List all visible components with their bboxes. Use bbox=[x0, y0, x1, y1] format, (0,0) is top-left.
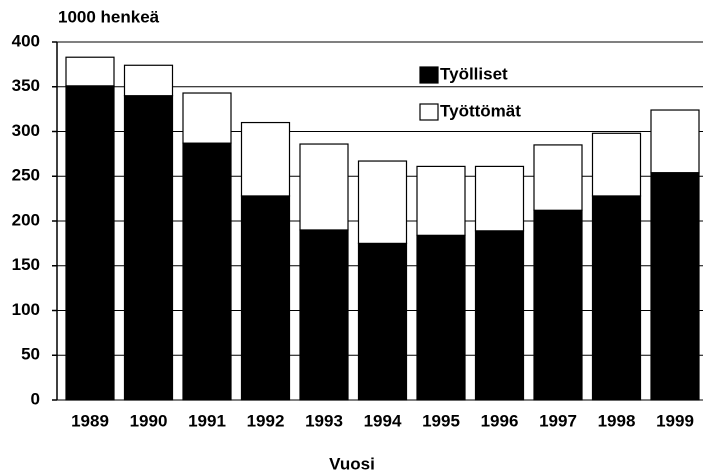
bar-segment bbox=[591, 195, 642, 401]
y-tick-label: 50 bbox=[21, 345, 40, 364]
x-tick-label: 1990 bbox=[130, 411, 168, 430]
x-tick-label: 1989 bbox=[71, 411, 109, 430]
bar-segment bbox=[299, 143, 349, 231]
x-tick-label: 1998 bbox=[598, 411, 636, 430]
y-tick-label: 100 bbox=[12, 300, 40, 319]
y-tick-label: 300 bbox=[12, 121, 40, 140]
bar-segment bbox=[474, 230, 525, 401]
bar-segment bbox=[182, 92, 232, 144]
x-tick-label: 1993 bbox=[305, 411, 343, 430]
bar-segment bbox=[65, 56, 115, 87]
bar-segment bbox=[474, 165, 525, 232]
x-tick-label: 1992 bbox=[247, 411, 285, 430]
y-tick-label: 250 bbox=[12, 166, 40, 185]
bar-segment bbox=[416, 234, 466, 401]
y-tick-label: 350 bbox=[12, 76, 40, 95]
x-tick-label: 1996 bbox=[481, 411, 519, 430]
bar-segment bbox=[123, 95, 174, 401]
bar-segment bbox=[416, 165, 466, 236]
x-tick-label: 1994 bbox=[364, 411, 402, 430]
bar-segment bbox=[650, 109, 700, 174]
bar-segment bbox=[240, 121, 291, 197]
bar-segment bbox=[357, 160, 408, 244]
y-tick-label: 200 bbox=[12, 210, 40, 229]
bar-segment bbox=[182, 142, 232, 401]
legend-swatch bbox=[419, 103, 439, 121]
x-tick-label: 1999 bbox=[656, 411, 694, 430]
y-axis-label: 1000 henkeä bbox=[58, 7, 160, 26]
x-axis-label: Vuosi bbox=[329, 454, 375, 473]
y-tick-label: 0 bbox=[31, 389, 40, 408]
bar-segment bbox=[299, 229, 349, 401]
bar-segment bbox=[357, 242, 408, 401]
bar-segment bbox=[591, 132, 642, 197]
legend-label: Työttömät bbox=[440, 101, 521, 120]
bar-segment bbox=[533, 144, 583, 211]
bar-segment bbox=[650, 172, 700, 401]
legend-swatch bbox=[419, 66, 439, 84]
x-tick-label: 1991 bbox=[188, 411, 226, 430]
y-tick-label: 150 bbox=[12, 255, 40, 274]
y-tick-label: 400 bbox=[12, 31, 40, 50]
bar-segment bbox=[65, 85, 115, 401]
legend-label: Työlliset bbox=[440, 64, 508, 83]
x-tick-label: 1995 bbox=[422, 411, 460, 430]
bar-segment bbox=[533, 209, 583, 401]
bar-segment bbox=[123, 64, 174, 97]
bar-segment bbox=[240, 195, 291, 401]
x-tick-label: 1997 bbox=[539, 411, 577, 430]
